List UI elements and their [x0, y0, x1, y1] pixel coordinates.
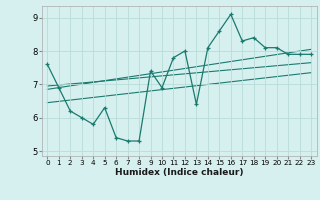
X-axis label: Humidex (Indice chaleur): Humidex (Indice chaleur) [115, 168, 244, 177]
